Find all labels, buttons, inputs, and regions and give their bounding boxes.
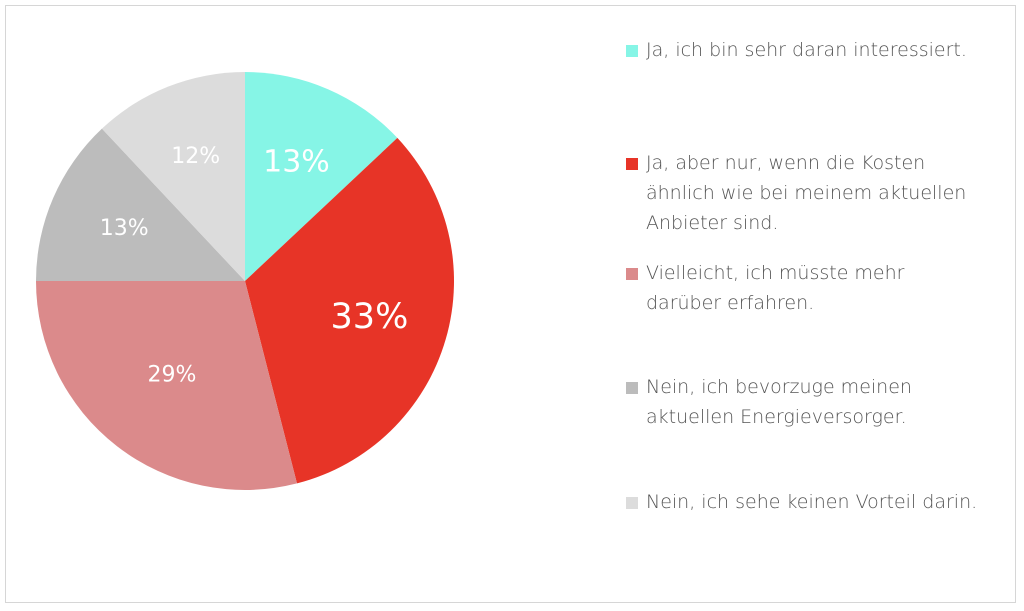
legend-swatch bbox=[626, 382, 638, 394]
pie-slices bbox=[36, 72, 454, 490]
legend-label: Vielleicht, ich müsste mehr darüber erfah… bbox=[646, 258, 904, 318]
pie-data-label: 29% bbox=[148, 363, 197, 388]
legend-item: Nein, ich bevorzuge meinen aktuellen Ener… bbox=[626, 372, 1016, 432]
pie-chart: 13% 33% 29% 13% 12% bbox=[36, 72, 454, 490]
legend-label: Nein, ich sehe keinen Vorteil darin. bbox=[646, 487, 977, 517]
legend-label-line: Anbieter sind. bbox=[646, 212, 779, 234]
chart-legend: Ja, ich bin sehr daran interessiert. Ja, … bbox=[626, 0, 1016, 611]
legend-label-line: Ja, aber nur, wenn die Kosten bbox=[646, 152, 926, 174]
pie-data-labels: 13% 33% 29% 13% 12% bbox=[100, 144, 409, 387]
legend-label: Ja, ich bin sehr daran interessiert. bbox=[646, 35, 967, 65]
legend-swatch bbox=[626, 497, 638, 509]
legend-swatch bbox=[626, 45, 638, 57]
pie-slice bbox=[36, 128, 245, 281]
legend-label-line: darüber erfahren. bbox=[646, 292, 815, 314]
legend-label: Ja, aber nur, wenn die Kosten ähnlich wie… bbox=[646, 148, 966, 238]
legend-item: Vielleicht, ich müsste mehr darüber erfah… bbox=[626, 258, 1016, 318]
pie-slice bbox=[101, 72, 245, 281]
pie-slice bbox=[245, 72, 398, 281]
legend-item: Nein, ich sehe keinen Vorteil darin. bbox=[626, 487, 1016, 517]
legend-item: Ja, ich bin sehr daran interessiert. bbox=[626, 35, 1016, 65]
legend-label-line: Ja, ich bin sehr daran interessiert. bbox=[646, 39, 967, 61]
legend-label-line: aktuellen Energieversorger. bbox=[646, 406, 907, 428]
legend-swatch bbox=[626, 268, 638, 280]
legend-label-line: Nein, ich bevorzuge meinen bbox=[646, 376, 912, 398]
legend-item: Ja, aber nur, wenn die Kosten ähnlich wie… bbox=[626, 148, 1016, 238]
pie-slice bbox=[36, 281, 297, 490]
legend-label-line: ähnlich wie bei meinem aktuellen bbox=[646, 182, 967, 204]
legend-label-line: Nein, ich sehe keinen Vorteil darin. bbox=[646, 491, 978, 513]
legend-label: Nein, ich bevorzuge meinen aktuellen Ener… bbox=[646, 372, 912, 432]
pie-slice bbox=[245, 137, 454, 484]
pie-data-label: 33% bbox=[331, 297, 409, 337]
pie-data-label: 13% bbox=[263, 145, 330, 180]
pie-data-label: 12% bbox=[171, 144, 220, 169]
legend-label-line: Vielleicht, ich müsste mehr bbox=[646, 262, 905, 284]
pie-data-label: 13% bbox=[100, 216, 149, 241]
legend-swatch bbox=[626, 158, 638, 170]
